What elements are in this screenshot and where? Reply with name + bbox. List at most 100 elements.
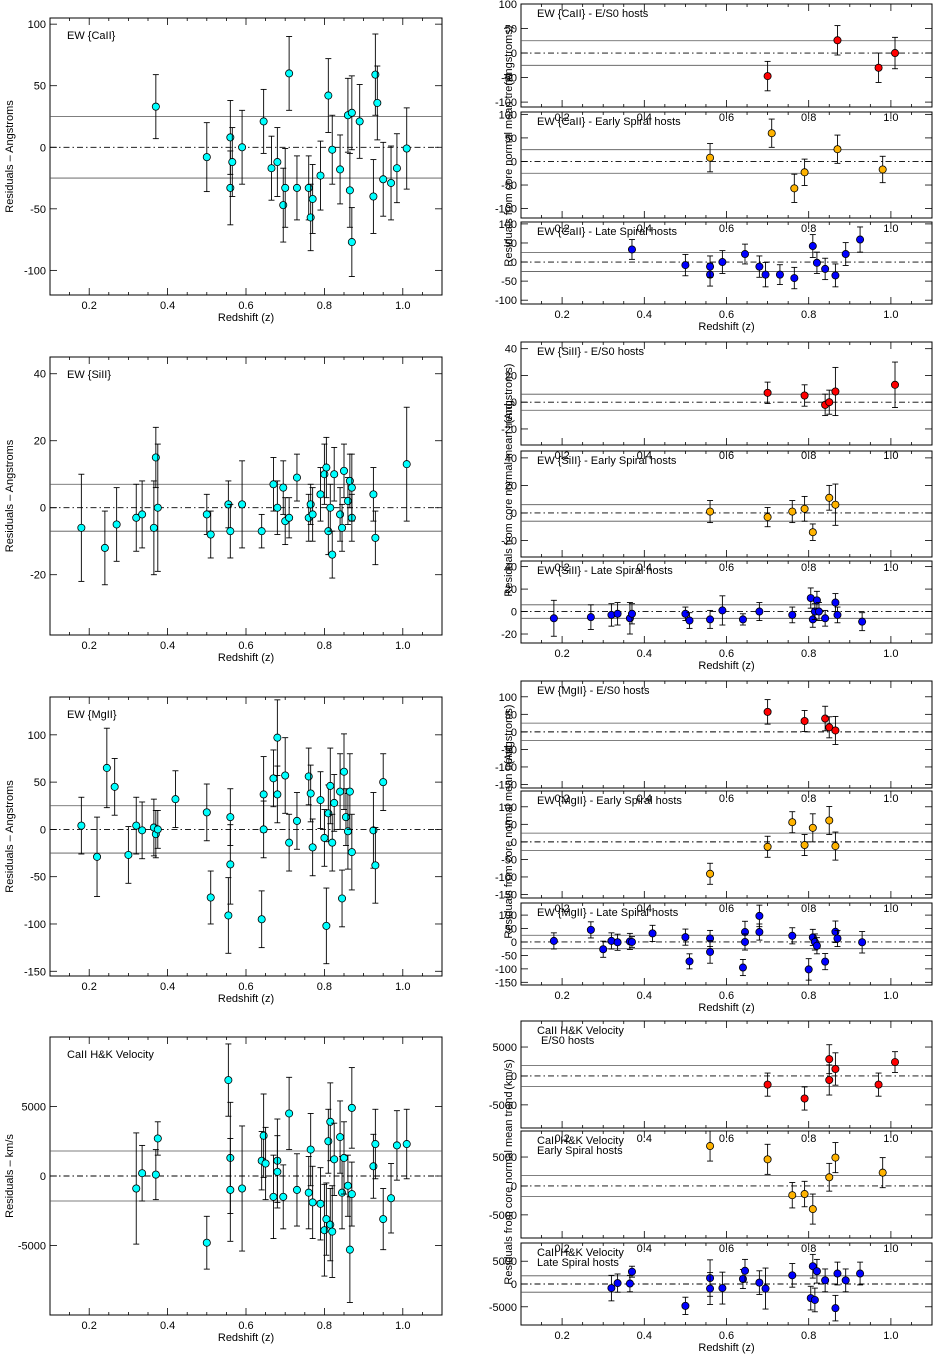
data-point	[738, 963, 747, 972]
data-point	[706, 507, 715, 516]
x-tick-label: 0.6	[719, 990, 734, 1002]
y-tick-label: -100	[495, 295, 517, 307]
data-point	[269, 480, 278, 489]
data-point	[775, 270, 784, 279]
data-point	[808, 823, 817, 832]
data-point	[788, 610, 797, 619]
y-tick-label: 100	[499, 802, 517, 814]
data-point	[808, 528, 817, 537]
x-axis-label: Redshift (z)	[218, 1332, 274, 1344]
data-point	[149, 523, 158, 532]
data-point	[831, 598, 840, 607]
data-point	[706, 153, 715, 162]
data-point	[338, 1188, 347, 1197]
x-tick-label: 0.8	[317, 981, 332, 993]
data-point	[800, 1094, 809, 1103]
panel-r2c: 0.2 0.4 0.6 0.8 1.0 -20 0 20 40 Redshift (z) EW {S…	[501, 560, 933, 672]
y-tick-label: 5000	[493, 1152, 517, 1164]
data-point	[763, 1155, 772, 1164]
data-point	[891, 380, 900, 389]
y-tick-label: -5000	[489, 1210, 517, 1222]
data-point	[202, 510, 211, 519]
data-point	[613, 609, 622, 618]
data-point	[228, 158, 237, 167]
data-point	[790, 184, 799, 193]
panel-l3: 0.2 0.4 0.6 0.8 1.0 -150 -100 -50 0 50 100 Redshift…	[4, 696, 443, 1005]
x-tick-label: 0.4	[160, 300, 175, 312]
data-point	[831, 387, 840, 396]
data-point	[821, 714, 830, 723]
data-point	[345, 186, 354, 195]
data-point	[238, 1184, 247, 1193]
x-tick-label: 0.4	[160, 640, 175, 652]
data-point	[841, 1276, 850, 1285]
data-point	[285, 1109, 294, 1118]
x-tick-label: 0.2	[554, 793, 569, 805]
y-tick-label: 50	[34, 777, 46, 789]
data-point	[202, 808, 211, 817]
x-tick-label: 0.4	[637, 648, 652, 660]
data-point	[718, 606, 727, 615]
y-tick-label: 0	[40, 1171, 46, 1183]
y-tick-label: 100	[499, 910, 517, 922]
panel-title: EW {MgII}	[67, 709, 117, 721]
data-point	[369, 192, 378, 201]
y-tick-label: -50	[30, 872, 46, 884]
data-point	[292, 1185, 301, 1194]
plot-frame	[520, 790, 933, 899]
data-point	[328, 838, 337, 847]
data-point	[825, 816, 834, 825]
x-tick-label: 0.2	[554, 309, 569, 321]
data-point	[336, 165, 345, 174]
y-tick-label: 40	[505, 344, 517, 356]
y-tick-label: 0	[40, 824, 46, 836]
panel-l2: 0.2 0.4 0.6 0.8 1.0 -20 0 20 40 Redshift (z) Resid…	[4, 356, 443, 664]
y-tick-label: 0	[511, 257, 517, 269]
panel-title: EW {MgII} - E/S0 hosts	[537, 685, 650, 697]
data-point	[856, 1269, 865, 1278]
data-point	[825, 1055, 834, 1064]
data-point	[831, 271, 840, 280]
data-point	[151, 1170, 160, 1179]
x-axis-label: Redshift (z)	[218, 312, 274, 324]
data-point	[763, 1080, 772, 1089]
y-tick-label: 100	[499, 692, 517, 704]
data-point	[77, 821, 86, 830]
data-point	[625, 1279, 634, 1288]
data-point	[345, 787, 354, 796]
data-point	[804, 965, 813, 974]
data-point	[812, 1267, 821, 1276]
data-point	[763, 388, 772, 397]
data-point	[833, 145, 842, 154]
data-point	[586, 613, 595, 622]
data-point	[330, 470, 339, 479]
data-point	[761, 1284, 770, 1293]
data-point	[891, 49, 900, 58]
data-point	[613, 938, 622, 947]
y-tick-label: 20	[505, 370, 517, 382]
panel-title: Early Spiral hosts	[537, 1145, 623, 1157]
data-point	[273, 790, 282, 799]
data-point	[808, 1205, 817, 1214]
data-point	[132, 821, 141, 830]
data-point	[387, 1194, 396, 1203]
data-point	[740, 250, 749, 259]
data-point	[402, 460, 411, 469]
data-point	[738, 615, 747, 624]
data-point	[151, 102, 160, 111]
y-axis-label: Residuals from core normal mean trend	[503, 745, 515, 938]
data-point	[755, 607, 764, 616]
data-point	[343, 497, 352, 506]
data-point	[706, 869, 715, 878]
data-point	[613, 1279, 622, 1288]
panel-title: EW {SiII}	[67, 369, 111, 381]
x-tick-label: 0.8	[317, 300, 332, 312]
data-point	[387, 178, 396, 187]
data-point	[706, 262, 715, 271]
data-point	[856, 235, 865, 244]
data-point	[328, 1227, 337, 1236]
data-point	[306, 1145, 315, 1154]
panel-r4c: 0.2 0.4 0.6 0.8 1.0 -5000 0 5000 Redshift (z) CaI…	[489, 1242, 933, 1354]
data-point	[706, 947, 715, 956]
x-tick-label: 0.2	[554, 1133, 569, 1145]
